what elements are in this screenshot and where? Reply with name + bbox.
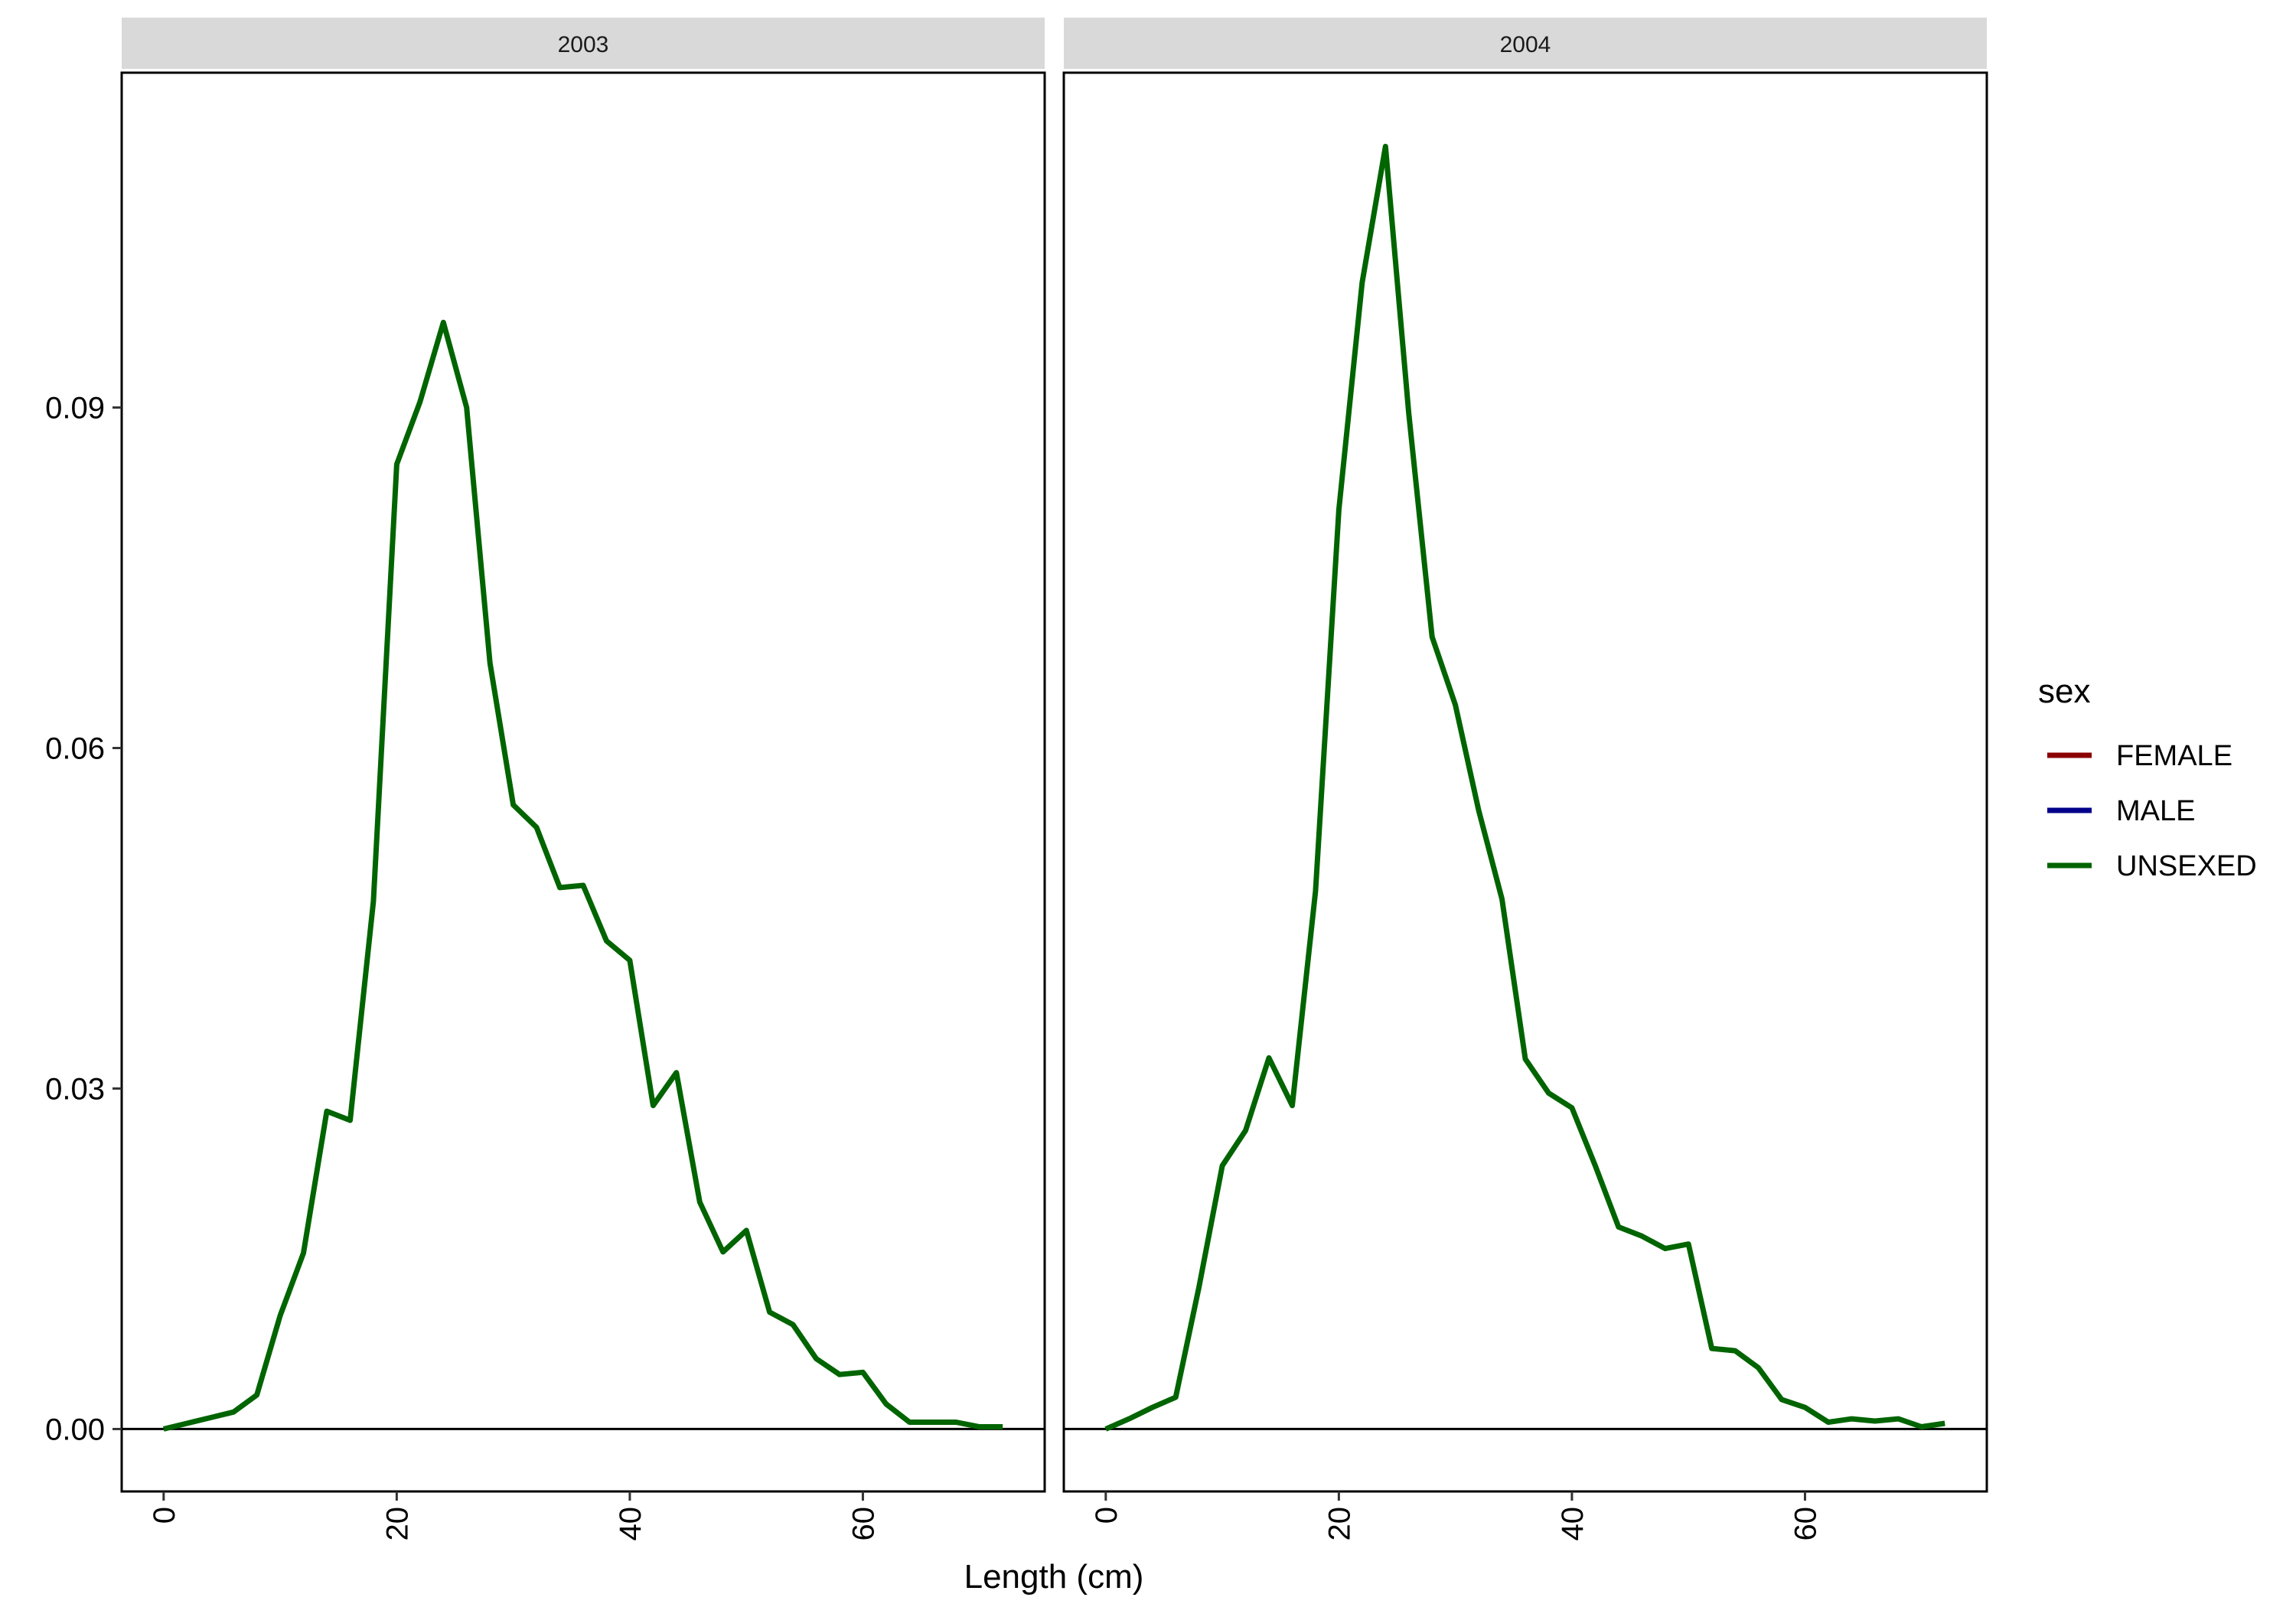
- panel-strip-2: [1064, 18, 1987, 69]
- x-axis-title: Length (cm): [964, 1558, 1144, 1596]
- legend-label-female: FEMALE: [2116, 740, 2232, 772]
- panel-2004: 2004 0 20 40 60: [1062, 18, 1988, 1541]
- x-axis-2: 0 20 40 60: [1090, 1491, 1822, 1541]
- legend-title: sex: [2038, 673, 2090, 710]
- panel-strip-label-1: 2003: [558, 32, 609, 57]
- panel-content-1: [122, 319, 1045, 1432]
- panel-plot-area-2: [1064, 73, 1987, 1491]
- panel-strip-label-2: 2004: [1500, 32, 1551, 57]
- y-tick-label: 0.09: [45, 392, 105, 425]
- x-tick-label: 60: [846, 1507, 880, 1541]
- legend: sex FEMALE MALE UNSEXED: [2038, 673, 2257, 882]
- series-line-unsexed: [162, 319, 1003, 1432]
- x-axis-1: 0 20 40 60: [148, 1491, 880, 1541]
- legend-label-unsexed: UNSEXED: [2116, 850, 2257, 882]
- y-tick-label: 0.06: [45, 732, 105, 766]
- panel-content-2: [1064, 143, 1987, 1432]
- x-tick-label: 40: [1556, 1507, 1590, 1541]
- y-tick-label: 0.00: [45, 1413, 105, 1446]
- series-line-unsexed: [1104, 143, 1945, 1432]
- panel-strip-1: [122, 18, 1045, 69]
- x-tick-label: 20: [380, 1507, 414, 1541]
- panel-plot-area-1: [122, 73, 1045, 1491]
- x-tick-label: 60: [1789, 1507, 1822, 1541]
- x-tick-label: 20: [1322, 1507, 1356, 1541]
- y-tick-label: 0.03: [45, 1072, 105, 1106]
- y-axis: 0.00 0.03 0.06 0.09: [45, 392, 122, 1446]
- x-tick-label: 0: [1090, 1507, 1124, 1524]
- legend-entries: FEMALE MALE UNSEXED: [2047, 740, 2257, 882]
- x-tick-label: 0: [148, 1507, 181, 1524]
- panel-2003: 2003 0 20 40 60: [120, 18, 1046, 1541]
- legend-label-male: MALE: [2116, 795, 2195, 827]
- panel-border-2: [1062, 71, 1988, 1493]
- panel-border-1: [120, 71, 1046, 1493]
- x-tick-label: 40: [614, 1507, 647, 1541]
